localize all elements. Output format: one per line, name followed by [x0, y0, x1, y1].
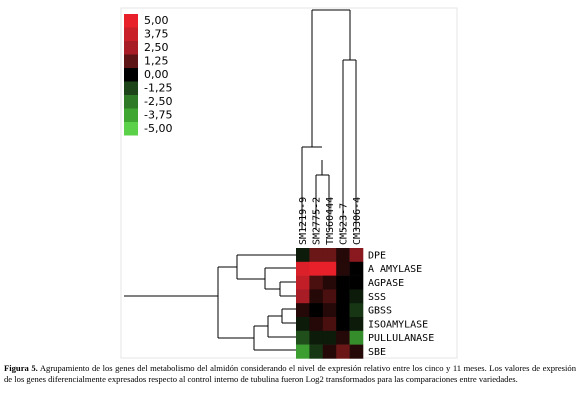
heatmap-cell — [336, 289, 350, 304]
heatmap-cell — [296, 289, 310, 304]
heatmap-cell — [336, 344, 350, 359]
legend-swatch — [124, 81, 138, 95]
heatmap-cell — [322, 330, 337, 345]
heatmap-cell — [322, 248, 337, 263]
legend-swatch — [124, 14, 138, 28]
heatmap-cell — [349, 303, 364, 318]
heatmap-cell — [322, 317, 337, 332]
row-label: AGPASE — [368, 278, 404, 289]
legend-label: -2,50 — [144, 95, 172, 108]
heatmap-cell — [322, 303, 337, 318]
heatmap-cell — [336, 261, 350, 276]
legend-label: -5,00 — [144, 122, 172, 135]
heatmap-cell — [296, 344, 310, 359]
heatmap-cell — [296, 275, 310, 290]
column-labels: SM1219-9 SM2775-2 TMS60444 CM523-7 CM3306-4 — [298, 197, 363, 245]
caption-text: Agrupamiento de los genes del metabolism… — [4, 363, 576, 384]
heatmap-cell — [336, 248, 350, 263]
heatmap-cell — [309, 330, 324, 345]
heatmap-cell — [322, 275, 337, 290]
heatmap-cell — [309, 344, 324, 359]
heatmap-cell — [309, 303, 324, 318]
row-dendrogram — [124, 254, 296, 351]
color-legend: 5,003,752,501,250,00-1,25-2,50-3,75-5,00 — [124, 14, 172, 136]
column-label: TMS60444 — [325, 197, 336, 245]
legend-label: -3,75 — [144, 109, 172, 122]
legend-swatch — [124, 41, 138, 55]
row-labels: DPE A AMYLASE AGPASE SSS GBSS ISOAMYLASE PULLU… — [368, 250, 434, 358]
heatmap-cell — [322, 289, 337, 304]
heatmap-cell — [296, 330, 310, 345]
row-label: PULLULANASE — [368, 333, 434, 344]
legend-swatch — [124, 95, 138, 109]
heatmap-cell — [349, 289, 364, 304]
caption-label: Figura 5. — [4, 363, 38, 373]
heatmap-grid — [296, 248, 364, 359]
heatmap-cell — [309, 317, 324, 332]
legend-swatch — [124, 54, 138, 68]
column-dendrogram — [301, 9, 357, 230]
legend-swatch — [124, 122, 138, 136]
heatmap-cell — [349, 275, 364, 290]
row-label: SBE — [368, 347, 386, 358]
legend-swatch — [124, 108, 138, 122]
heatmap-cell — [296, 261, 310, 276]
column-label: CM3306-4 — [352, 197, 363, 245]
legend-label: 0,00 — [144, 68, 169, 81]
heatmap-cell — [349, 261, 364, 276]
heatmap-cell — [309, 289, 324, 304]
legend-label: 2,50 — [144, 41, 169, 54]
heatmap-cell — [336, 303, 350, 318]
figure: 5,003,752,501,250,00-1,25-2,50-3,75-5,00… — [120, 7, 458, 359]
column-label: SM1219-9 — [298, 197, 309, 245]
heatmap-cell — [296, 248, 310, 263]
column-label: SM2775-2 — [312, 197, 323, 245]
legend-label: 5,00 — [144, 14, 169, 27]
figure-caption: Figura 5. Agrupamiento de los genes del … — [4, 363, 576, 384]
row-label: SSS — [368, 292, 386, 303]
heatmap-cell — [322, 344, 337, 359]
heatmap-cell — [349, 330, 364, 345]
heatmap-cell — [322, 261, 337, 276]
heatmap-cell — [349, 344, 364, 359]
legend-swatch — [124, 27, 138, 41]
heatmap-cell — [336, 330, 350, 345]
heatmap-cell — [296, 317, 310, 332]
column-label: CM523-7 — [338, 203, 349, 245]
row-label: DPE — [368, 250, 386, 261]
heatmap-cell — [336, 317, 350, 332]
heatmap-cell — [349, 317, 364, 332]
legend-label: 3,75 — [144, 28, 169, 41]
heatmap-cell — [349, 248, 364, 263]
heatmap-cell — [336, 275, 350, 290]
heatmap-cell — [309, 248, 324, 263]
legend-swatch — [124, 68, 138, 82]
legend-label: -1,25 — [144, 82, 172, 95]
legend-label: 1,25 — [144, 55, 169, 68]
heatmap-cell — [309, 275, 324, 290]
row-label: A AMYLASE — [368, 264, 422, 275]
row-label: GBSS — [368, 306, 392, 317]
row-label: ISOAMYLASE — [368, 319, 428, 330]
heatmap-cell — [309, 261, 324, 276]
heatmap-cell — [296, 303, 310, 318]
